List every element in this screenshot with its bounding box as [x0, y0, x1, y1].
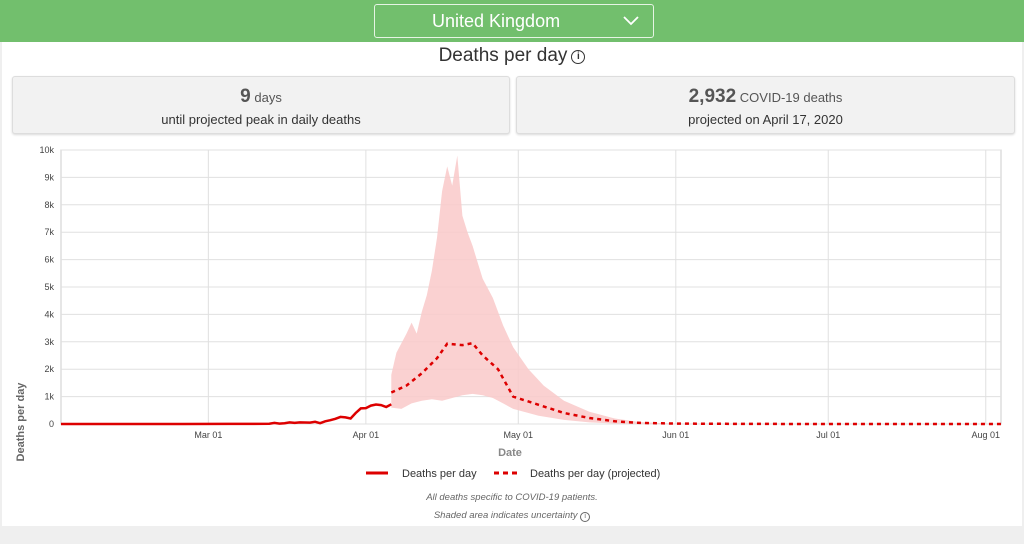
legend: Deaths per day Deaths per day (projected… [366, 468, 660, 480]
y-tick-label: 9k [44, 172, 54, 182]
peak-days-value: 9 [240, 86, 251, 107]
deaths-chart: 0 1k 2k 3k 4k 5k 6k 7k 8k 9k 10k Mar 01 Apr 01 May 01… [15, 145, 1002, 480]
y-axis-label: Deaths per day [15, 382, 27, 462]
peak-deaths-caption: projected on April 17, 2020 [688, 112, 843, 127]
info-icon[interactable]: i [580, 512, 591, 522]
series-line-deaths-per-day-projected [390, 341, 1001, 426]
legend-label-projected: Deaths per day (projected) [530, 468, 660, 480]
x-tick-label: Jul 01 [816, 430, 840, 440]
bottom-strip [0, 528, 1024, 544]
y-tick-label: 7k [44, 227, 54, 237]
x-tick-label: Apr 01 [353, 430, 380, 440]
y-tick-label: 5k [44, 282, 54, 292]
chevron-down-icon [623, 16, 639, 26]
country-select-value: United Kingdom [432, 11, 561, 31]
footnote-2: Shaded area indicates uncertainty i [0, 510, 1024, 522]
peak-days-caption: until projected peak in daily deaths [161, 112, 361, 127]
country-select[interactable]: United Kingdom [374, 4, 654, 38]
top-bar [0, 0, 1024, 42]
x-tick-label: Jun 01 [662, 430, 689, 440]
x-axis-label: Date [498, 447, 522, 459]
y-tick-label: 2k [44, 364, 54, 374]
peak-days-card: 9 days until projected peak in daily dea… [12, 76, 510, 134]
axis-ticks: 0 1k 2k 3k 4k 5k 6k 7k 8k 9k 10k Mar 01 Apr 01 May 01… [39, 145, 1000, 440]
series-line-deaths-per-day [61, 403, 392, 426]
peak-deaths-card: 2,932 COVID-19 deaths projected on April… [516, 76, 1015, 134]
footnote-1: All deaths specific to COVID-19 patients… [426, 492, 598, 503]
legend-label-deaths-per-day: Deaths per day [402, 468, 477, 480]
y-tick-label: 3k [44, 337, 54, 347]
y-tick-label: 10k [39, 145, 54, 155]
y-tick-label: 1k [44, 392, 54, 402]
x-tick-label: May 01 [504, 430, 534, 440]
footnote-2-text: Shaded area indicates uncertainty [433, 510, 578, 521]
y-tick-label: 6k [44, 255, 54, 265]
peak-deaths-value: 2,932 [688, 86, 737, 107]
chart-heading: Deaths per day i [0, 45, 1024, 67]
peak-days-unit: days [254, 90, 282, 105]
x-tick-label: Aug 01 [971, 430, 1000, 440]
y-tick-label: 8k [44, 200, 54, 210]
x-tick-label: Mar 01 [194, 430, 222, 440]
page-title: Deaths per day [438, 45, 568, 66]
peak-deaths-unit: COVID-19 deaths [739, 90, 843, 105]
uncertainty-band [391, 155, 722, 424]
info-icon[interactable]: i [571, 50, 586, 64]
y-tick-label: 4k [44, 309, 54, 319]
y-tick-label: 0 [49, 419, 54, 429]
